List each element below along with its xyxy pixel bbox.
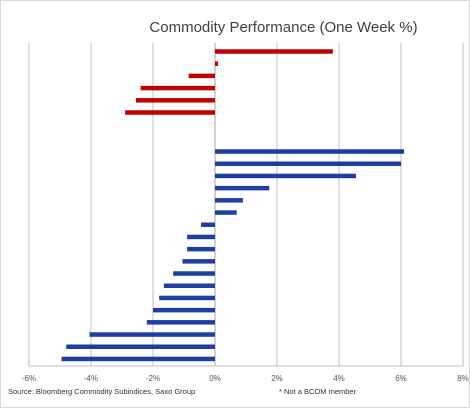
bar: [215, 185, 270, 191]
bar: [125, 110, 215, 115]
bar: [61, 356, 215, 362]
bar: [135, 98, 215, 103]
gridlines: [28, 43, 464, 366]
bar: [89, 332, 215, 337]
bar: [201, 222, 215, 227]
x-tick-label: 8%: [457, 374, 469, 383]
bar: [140, 85, 215, 91]
bar: [187, 234, 215, 240]
bar: [215, 149, 405, 154]
bars: [61, 49, 405, 362]
x-tick-label: -4%: [84, 374, 98, 383]
source-note: Source: Bloomberg Commodity Subindices, …: [8, 387, 196, 396]
bar: [215, 198, 243, 203]
bar: [173, 271, 215, 276]
bcom-note: * Not a BCOM member: [279, 387, 357, 396]
bar: [153, 307, 215, 313]
x-tick-label: 6%: [395, 374, 407, 383]
bar: [187, 246, 215, 252]
bar: [215, 173, 357, 179]
bar: [215, 161, 401, 166]
x-tick-label: 0%: [209, 374, 221, 383]
bar: [188, 73, 215, 79]
bar: [159, 295, 215, 301]
bar: [163, 283, 215, 288]
x-tick-label: 2%: [271, 374, 283, 383]
bar: [215, 61, 219, 66]
bar: [215, 210, 237, 215]
bar: [66, 344, 215, 349]
x-tick-label: 4%: [333, 374, 345, 383]
x-tick-label: -2%: [146, 374, 160, 383]
x-tick-label: -6%: [22, 374, 36, 383]
bar: [215, 49, 333, 54]
bar: [146, 320, 215, 325]
tick-labels: -6% -4% -2% 0% 2% 4% 6% 8%: [22, 374, 469, 383]
bar: [182, 259, 215, 264]
chart-title: Commodity Performance (One Week %): [149, 19, 418, 36]
